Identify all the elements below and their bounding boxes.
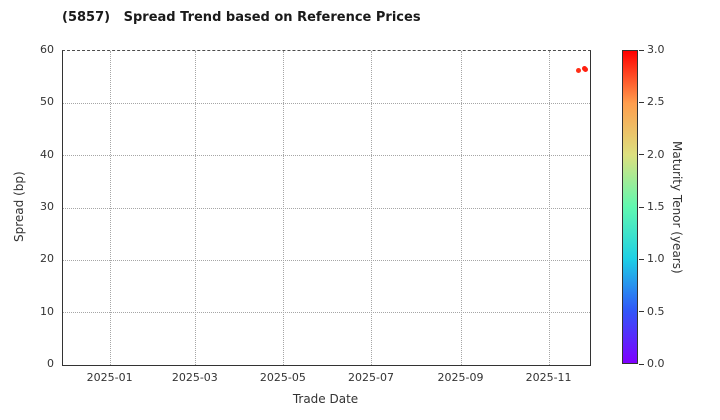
y-tick-label: 40 xyxy=(40,147,54,161)
plot-area xyxy=(62,50,591,366)
colorbar-tick-label: 1.5 xyxy=(647,200,665,213)
x-tick-label: 2025-01 xyxy=(86,371,133,384)
scatter-point xyxy=(575,67,581,73)
horizontal-gridline xyxy=(63,312,590,314)
x-axis-label: Trade Date xyxy=(292,392,359,406)
colorbar-tick-label: 1.0 xyxy=(647,252,665,266)
colorbar-tick-mark xyxy=(639,154,644,156)
horizontal-gridline xyxy=(63,259,590,261)
colorbar-tick-label: 2.5 xyxy=(647,95,665,109)
horizontal-gridline xyxy=(63,207,590,209)
x-tick-label: 2025-07 xyxy=(347,371,394,384)
y-tick-label: 0 xyxy=(47,357,54,370)
colorbar-label: Maturity Tenor (years) xyxy=(670,140,684,274)
x-tick-label: 2025-05 xyxy=(259,371,306,384)
horizontal-gridline xyxy=(63,102,590,104)
colorbar-tick-mark xyxy=(639,101,644,103)
y-tick-label: 30 xyxy=(40,200,54,213)
colorbar-tick-label: 2.0 xyxy=(647,147,665,161)
colorbar-tick-mark xyxy=(639,363,644,365)
x-tick-label: 2025-09 xyxy=(437,371,484,384)
colorbar xyxy=(622,50,638,364)
colorbar-tick-label: 3.0 xyxy=(647,43,665,56)
y-tick-label: 20 xyxy=(40,252,54,266)
chart-title: (5857) Spread Trend based on Reference P… xyxy=(62,10,421,25)
y-tick-label: 60 xyxy=(40,43,54,56)
colorbar-tick-label: 0.0 xyxy=(647,357,665,370)
y-tick-label: 10 xyxy=(40,304,54,318)
colorbar-tick-mark xyxy=(639,49,644,51)
colorbar-tick-mark xyxy=(639,206,644,208)
scatter-point xyxy=(583,67,589,73)
x-tick-label: 2025-11 xyxy=(525,371,572,384)
y-tick-label: 50 xyxy=(40,95,54,109)
colorbar-tick-mark xyxy=(639,311,644,313)
colorbar-tick-label: 0.5 xyxy=(647,304,665,318)
horizontal-gridline xyxy=(63,155,590,157)
colorbar-tick-mark xyxy=(639,258,644,260)
x-tick-label: 2025-03 xyxy=(171,371,218,384)
